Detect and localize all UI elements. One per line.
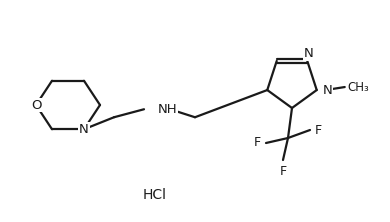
Text: F: F bbox=[315, 123, 322, 137]
Text: NH: NH bbox=[158, 103, 177, 116]
Text: HCl: HCl bbox=[143, 188, 167, 202]
Text: F: F bbox=[280, 165, 287, 178]
Text: F: F bbox=[254, 137, 261, 149]
Text: N: N bbox=[303, 47, 313, 60]
Text: N: N bbox=[79, 123, 89, 136]
Text: O: O bbox=[31, 99, 41, 111]
Text: CH₃: CH₃ bbox=[348, 81, 369, 93]
Text: N: N bbox=[323, 83, 333, 97]
